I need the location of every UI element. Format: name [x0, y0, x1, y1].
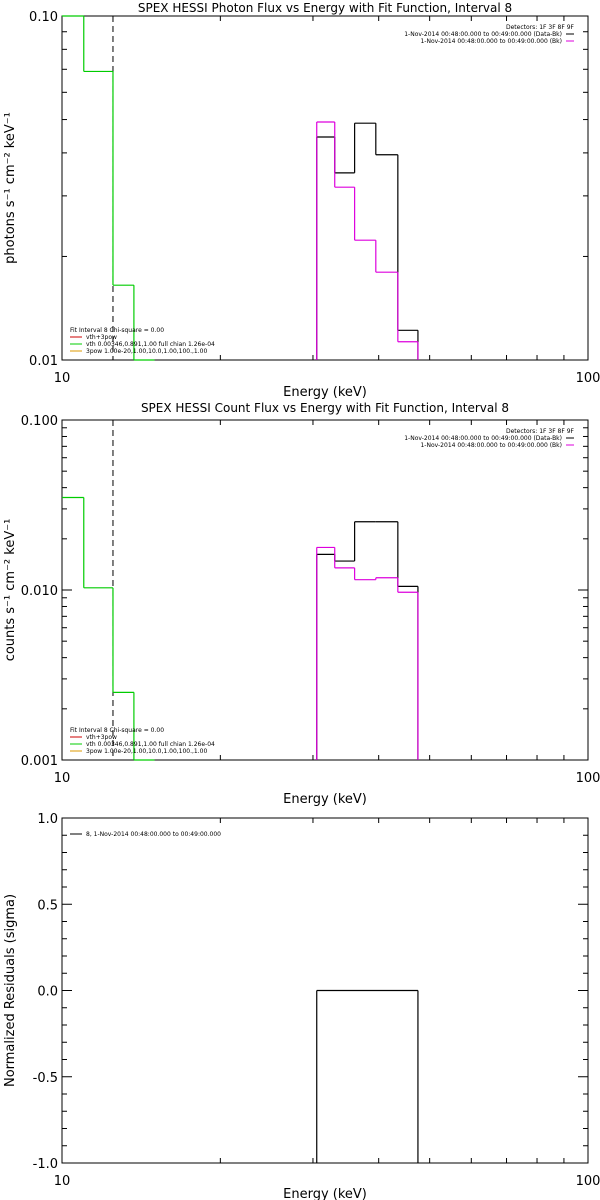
chart-title: SPEX HESSI Photon Flux vs Energy with Fi… [138, 1, 512, 15]
fit-legend-entry: vth+3pow [86, 734, 117, 741]
y-axis-label: photons s⁻¹ cm⁻² keV⁻¹ [3, 112, 18, 264]
x-tick-label: 10 [54, 771, 71, 786]
chart-panel-1: 10 100 0.01 0.10 SPEX HESSI Photon Flux vs E… [3, 1, 600, 400]
series-2 [316, 121, 419, 360]
y-tick-label: 0.0 [37, 985, 58, 1000]
series-1 [316, 521, 419, 760]
y-tick-label: -1.0 [33, 1157, 58, 1172]
y-axis-label: Normalized Residuals (sigma) [3, 894, 18, 1087]
fit-legend-entry: vth 0.00346,0.891,1.00 full chian 1.26e-… [86, 341, 215, 348]
x-axis-label: Energy (keV) [283, 1187, 367, 1200]
series-1 [316, 122, 419, 360]
plot-frame [61, 419, 589, 761]
x-axis-label: Energy (keV) [283, 792, 367, 807]
y-tick-label: 1.0 [37, 812, 58, 827]
x-tick-label: 100 [576, 771, 600, 786]
fit-header: Fit Interval 8 Chi-square = 0.00 [70, 727, 164, 734]
x-axis-label: Energy (keV) [283, 385, 367, 400]
fit-legend-entry: vth 0.00346,0.891,1.00 full chian 1.26e-… [86, 741, 215, 748]
chart-panel-3: 10 100 -1.0 -0.5 0.0 0.5 1.0 Energy (keV) Normal… [3, 812, 600, 1200]
y-tick-label: 0.01 [29, 354, 58, 369]
legend-entry: 1-Nov-2014 00:48:00.000 to 00:49:00.000 … [404, 31, 562, 38]
y-tick-label: 0.001 [21, 754, 58, 769]
plot-frame [61, 15, 589, 361]
series-1 [316, 989, 419, 1163]
legend-entry: 1-Nov-2014 00:48:00.000 to 00:49:00.000 … [404, 435, 562, 442]
x-tick-label: 10 [54, 1174, 71, 1189]
x-tick-label: 100 [576, 1174, 600, 1189]
chart-title: SPEX HESSI Count Flux vs Energy with Fit… [141, 401, 509, 415]
fit-legend-entry: 3pow 1.00e-20,1.00,10.0,1.00,100.,1.00 [86, 748, 207, 755]
x-tick-label: 100 [576, 371, 600, 386]
chart-panel-2: 10 100 0.001 0.010 0.100 SPEX HESSI Count Flu… [3, 401, 600, 807]
detectors-label: Detectors: 1F 3F 8F 9F [506, 24, 575, 31]
legend-entry: 8, 1-Nov-2014 00:48:00.000 to 00:49:00.0… [86, 831, 221, 838]
y-tick-label: 0.10 [29, 10, 58, 25]
y-tick-label: 0.100 [21, 414, 58, 429]
series-2 [316, 546, 419, 760]
fit-legend-entry: 3pow 1.00e-20,1.00,10.0,1.00,100.,1.00 [86, 348, 207, 355]
y-tick-label: 0.010 [21, 584, 58, 599]
series-3 [62, 496, 155, 761]
y-tick-label: -0.5 [33, 1071, 58, 1086]
y-axis-label: counts s⁻¹ cm⁻² keV⁻¹ [3, 519, 18, 662]
detectors-label: Detectors: 1F 3F 8F 9F [506, 428, 575, 435]
series-3 [62, 15, 155, 361]
fit-header: Fit Interval 8 Chi-square = 0.00 [70, 327, 164, 334]
legend-entry: 1-Nov-2014 00:48:00.000 to 00:49:00.000 … [420, 442, 562, 449]
y-tick-label: 0.5 [37, 898, 58, 913]
legend-entry: 1-Nov-2014 00:48:00.000 to 00:49:00.000 … [420, 38, 562, 45]
fit-legend-entry: vth+3pow [86, 334, 117, 341]
x-tick-label: 10 [54, 371, 71, 386]
